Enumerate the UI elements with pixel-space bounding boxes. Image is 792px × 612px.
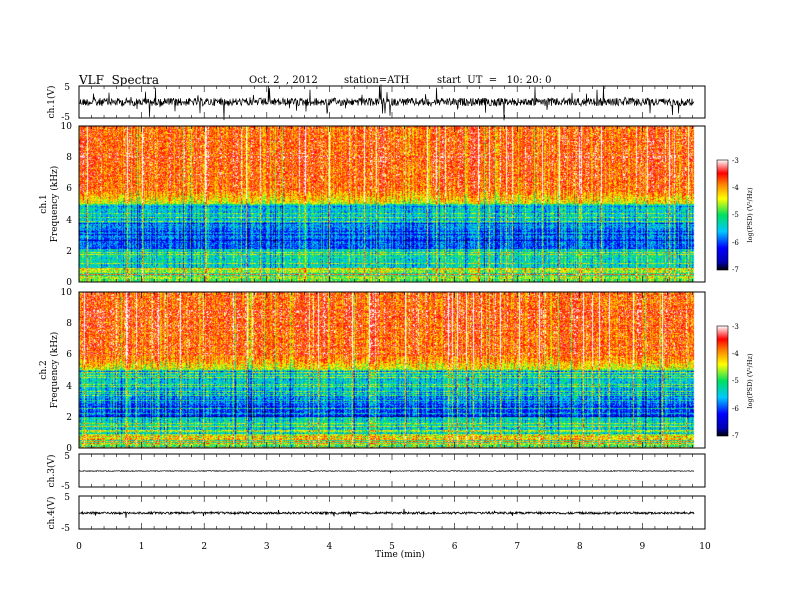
ch2-freq-tick-6: 6 <box>66 350 72 360</box>
x-tick-label: 3 <box>264 542 270 552</box>
ch2-colorbar-label: log(PSD) (V²/Hz) <box>746 353 754 408</box>
x-tick-label: 9 <box>640 542 646 552</box>
x-tick-label: 6 <box>452 542 458 552</box>
start-ut-label: start UT = 10: 20: 0 <box>437 75 552 86</box>
ch2-freq-tick-10: 10 <box>61 288 73 298</box>
ch2-cbar-tick-m7: -7 <box>732 432 739 440</box>
ch3-ytick-bottom: -5 <box>61 482 70 492</box>
ch1-waveform-panel: 5 -5 ch.1(V) <box>46 83 706 123</box>
x-tick-label: 5 <box>389 542 395 552</box>
ch1-cbar-tick-m5: -5 <box>732 211 739 219</box>
ch1-colorbar <box>716 159 729 271</box>
x-axis-tick-labels: 0 1 2 3 4 5 6 7 8 9 10 <box>76 542 711 552</box>
ch1-ytick-bottom: -5 <box>61 113 70 123</box>
ch2-colorbar <box>716 325 729 437</box>
ch2-spectrogram-ticks <box>78 292 706 448</box>
ch3-waveform-ticks <box>78 454 706 487</box>
ch4-waveform-line <box>78 508 695 518</box>
x-tick-label: 8 <box>577 542 583 552</box>
x-tick-label: 1 <box>139 542 145 552</box>
ch2-spectrogram-ylabel: Frequency (kHz) <box>49 332 60 409</box>
ch3-ytick-top: 5 <box>64 452 70 462</box>
date-label: Oct. 2 , 2012 <box>249 75 318 86</box>
ch1-waveform-ylabel: ch.1(V) <box>46 86 57 119</box>
x-tick-label: 4 <box>327 542 333 552</box>
ch3-waveform-ylabel: ch.3(V) <box>46 455 57 488</box>
ch1-cbar-tick-m4: -4 <box>732 184 739 192</box>
chart-title: VLF Spectra <box>79 73 160 87</box>
x-tick-label: 10 <box>699 542 711 552</box>
ch1-spectrogram-panel: 0 2 4 6 8 10 ch.1 Frequency (kHz) -3 -4 … <box>39 122 754 288</box>
ch2-freq-tick-0: 0 <box>66 444 72 454</box>
x-tick-label: 2 <box>201 542 207 552</box>
ch3-waveform-line <box>78 469 695 474</box>
ch1-waveform-ticks <box>78 86 706 118</box>
ch1-spectrogram-channel-label: ch.1 <box>39 194 49 213</box>
ch2-freq-tick-4: 4 <box>66 382 72 392</box>
ch2-cbar-tick-m3: -3 <box>732 323 739 331</box>
ch1-cbar-tick-m6: -6 <box>732 239 739 247</box>
ch1-freq-tick-8: 8 <box>66 153 72 163</box>
ch2-spectrogram-panel: 0 2 4 6 8 10 ch.2 Frequency (kHz) -3 -4 … <box>39 288 754 454</box>
station-label: station=ATH <box>344 75 410 86</box>
ch1-waveform-line <box>78 84 695 121</box>
x-tick-label: 0 <box>76 542 82 552</box>
ch1-ytick-top: 5 <box>64 83 70 93</box>
ch1-colorbar-label: log(PSD) (V²/Hz) <box>746 187 754 242</box>
x-axis-label: Time (min) <box>375 549 425 560</box>
ch1-cbar-tick-m3: -3 <box>732 157 739 165</box>
ch4-waveform-panel: 5 -5 ch.4(V) <box>46 493 706 534</box>
ch4-ytick-bottom: -5 <box>61 524 70 534</box>
ch1-spectrogram-ylabel: Frequency (kHz) <box>49 166 60 243</box>
ch1-freq-tick-0: 0 <box>66 278 72 288</box>
ch2-cbar-tick-m4: -4 <box>732 350 739 358</box>
ch2-spectrogram-channel-label: ch.2 <box>39 360 49 379</box>
ch4-ytick-top: 5 <box>64 493 70 503</box>
ch2-cbar-tick-m6: -6 <box>732 405 739 413</box>
ch1-cbar-tick-m7: -7 <box>732 266 739 274</box>
ch1-freq-tick-4: 4 <box>66 216 72 226</box>
ch1-freq-tick-2: 2 <box>66 247 72 257</box>
ch2-cbar-tick-m5: -5 <box>732 377 739 385</box>
ch4-waveform-ylabel: ch.4(V) <box>46 497 57 530</box>
ch2-freq-tick-2: 2 <box>66 413 72 423</box>
x-tick-label: 7 <box>514 542 520 552</box>
ch1-spectrogram-ticks <box>78 126 706 282</box>
ch3-waveform-panel: 5 -5 ch.3(V) <box>46 452 706 492</box>
ch1-freq-tick-10: 10 <box>61 122 73 132</box>
ch1-freq-tick-6: 6 <box>66 184 72 194</box>
ch2-freq-tick-8: 8 <box>66 319 72 329</box>
ch4-waveform-ticks <box>78 496 706 529</box>
